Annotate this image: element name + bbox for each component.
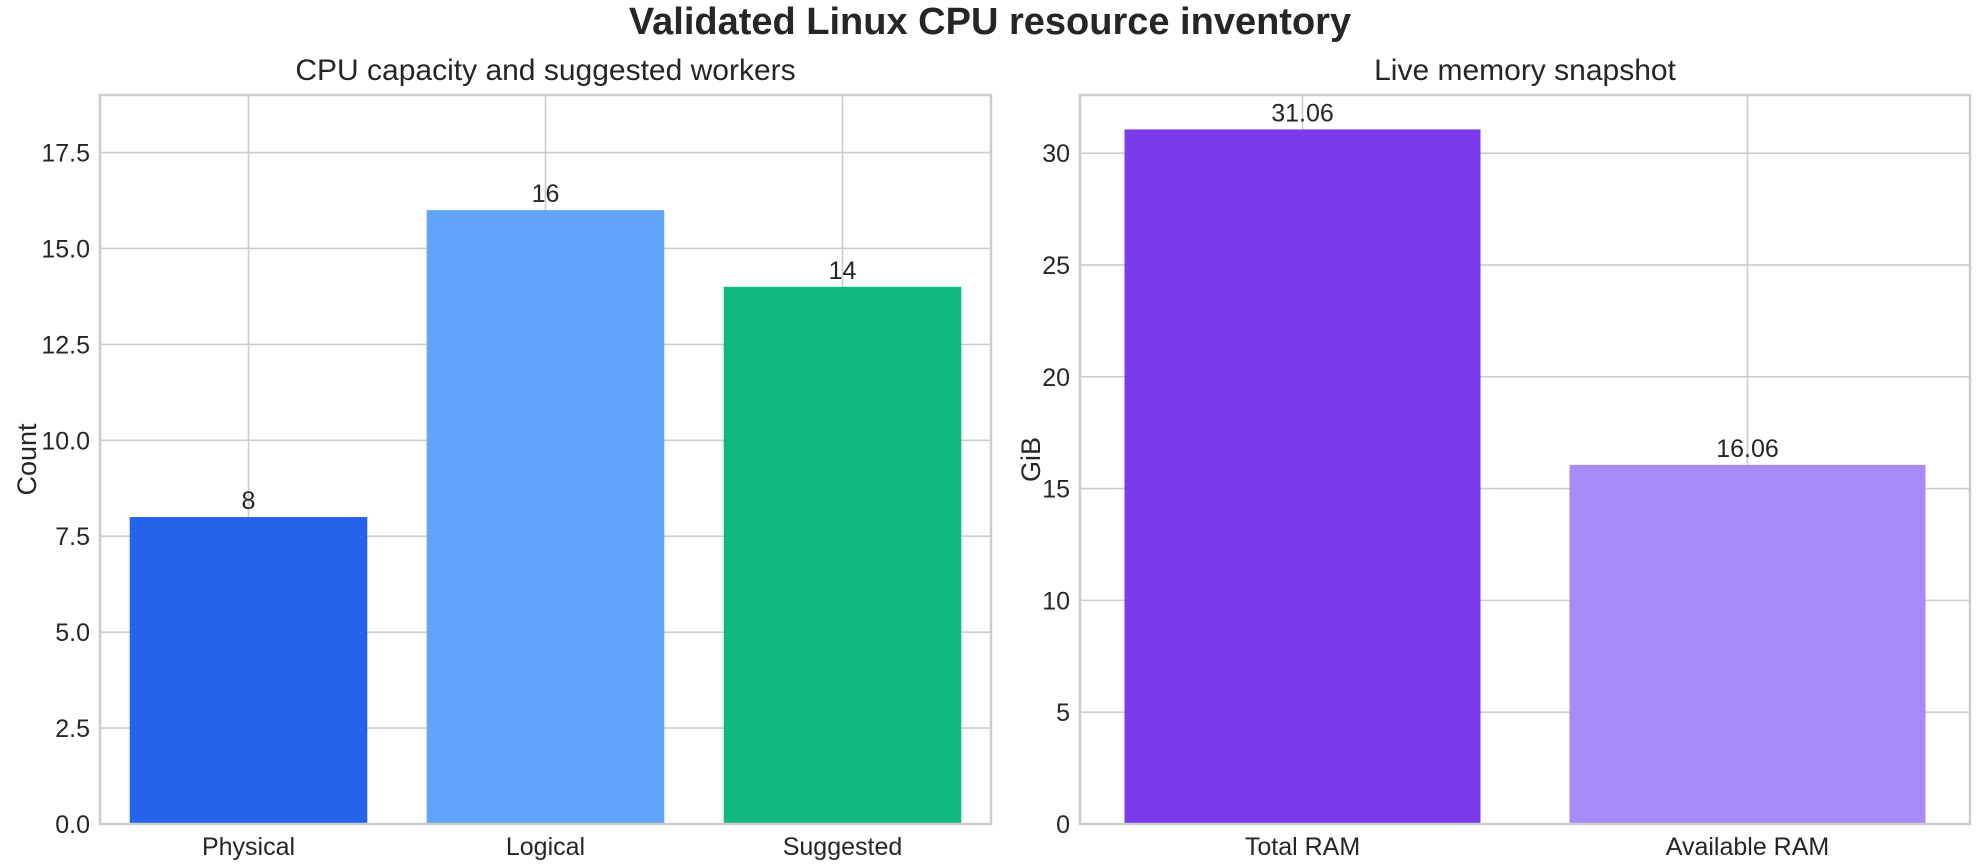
chart1-value-label: 8: [242, 487, 256, 515]
chart2-y-tick-label: 15: [1042, 476, 1070, 504]
chart1-y-tick-label: 10.0: [41, 427, 90, 455]
chart1-plot-frame: [98, 93, 993, 826]
chart1-y-tick-label: 12.5: [41, 331, 90, 359]
chart2-bar-available-ram: [1569, 464, 1926, 824]
chart2-y-tick-label: 20: [1042, 364, 1070, 392]
chart2-y-tick-label: 30: [1042, 140, 1070, 168]
chart1-x-tick-label: Logical: [506, 833, 585, 861]
chart1-bar-physical: [129, 517, 368, 824]
chart2-value-label: 16.06: [1716, 435, 1779, 463]
chart1-x-tick-label: Physical: [202, 833, 295, 861]
chart2-y-tick-label: 10: [1042, 587, 1070, 615]
chart1-bar-suggested: [723, 286, 962, 824]
chart1-y-tick-label: 2.5: [55, 715, 90, 743]
chart2-x-tick-label: Total RAM: [1245, 833, 1360, 861]
chart1-value-label: 14: [829, 257, 857, 285]
chart1-y-axis-label: Count: [12, 423, 42, 496]
chart2-x-tick-label: Available RAM: [1666, 833, 1830, 861]
chart2-y-axis-label: GiB: [1016, 437, 1046, 482]
chart2-y-tick-label: 5: [1056, 699, 1070, 727]
chart2-y-tick-label: 0: [1056, 811, 1070, 839]
chart1-y-tick-label: 17.5: [41, 140, 90, 168]
chart1-title: CPU capacity and suggested workers: [295, 54, 795, 87]
chart1-y-tick-label: 5.0: [55, 619, 90, 647]
chart1-y-tick-label: 0.0: [55, 811, 90, 839]
chart2-value-label: 31.06: [1271, 99, 1334, 127]
figure-title: Validated Linux CPU resource inventory: [628, 1, 1352, 43]
chart2-title: Live memory snapshot: [1374, 54, 1676, 87]
chart1-value-label: 16: [532, 180, 560, 208]
chart2-y-tick-label: 25: [1042, 252, 1070, 280]
chart2-plot-frame: [1078, 93, 1972, 826]
chart2-bar-total-ram: [1124, 129, 1481, 824]
chart1-y-tick-label: 7.5: [55, 523, 90, 551]
chart1-bar-logical: [426, 210, 665, 824]
chart1-x-tick-label: Suggested: [783, 833, 903, 861]
chart1-y-tick-label: 15.0: [41, 235, 90, 263]
